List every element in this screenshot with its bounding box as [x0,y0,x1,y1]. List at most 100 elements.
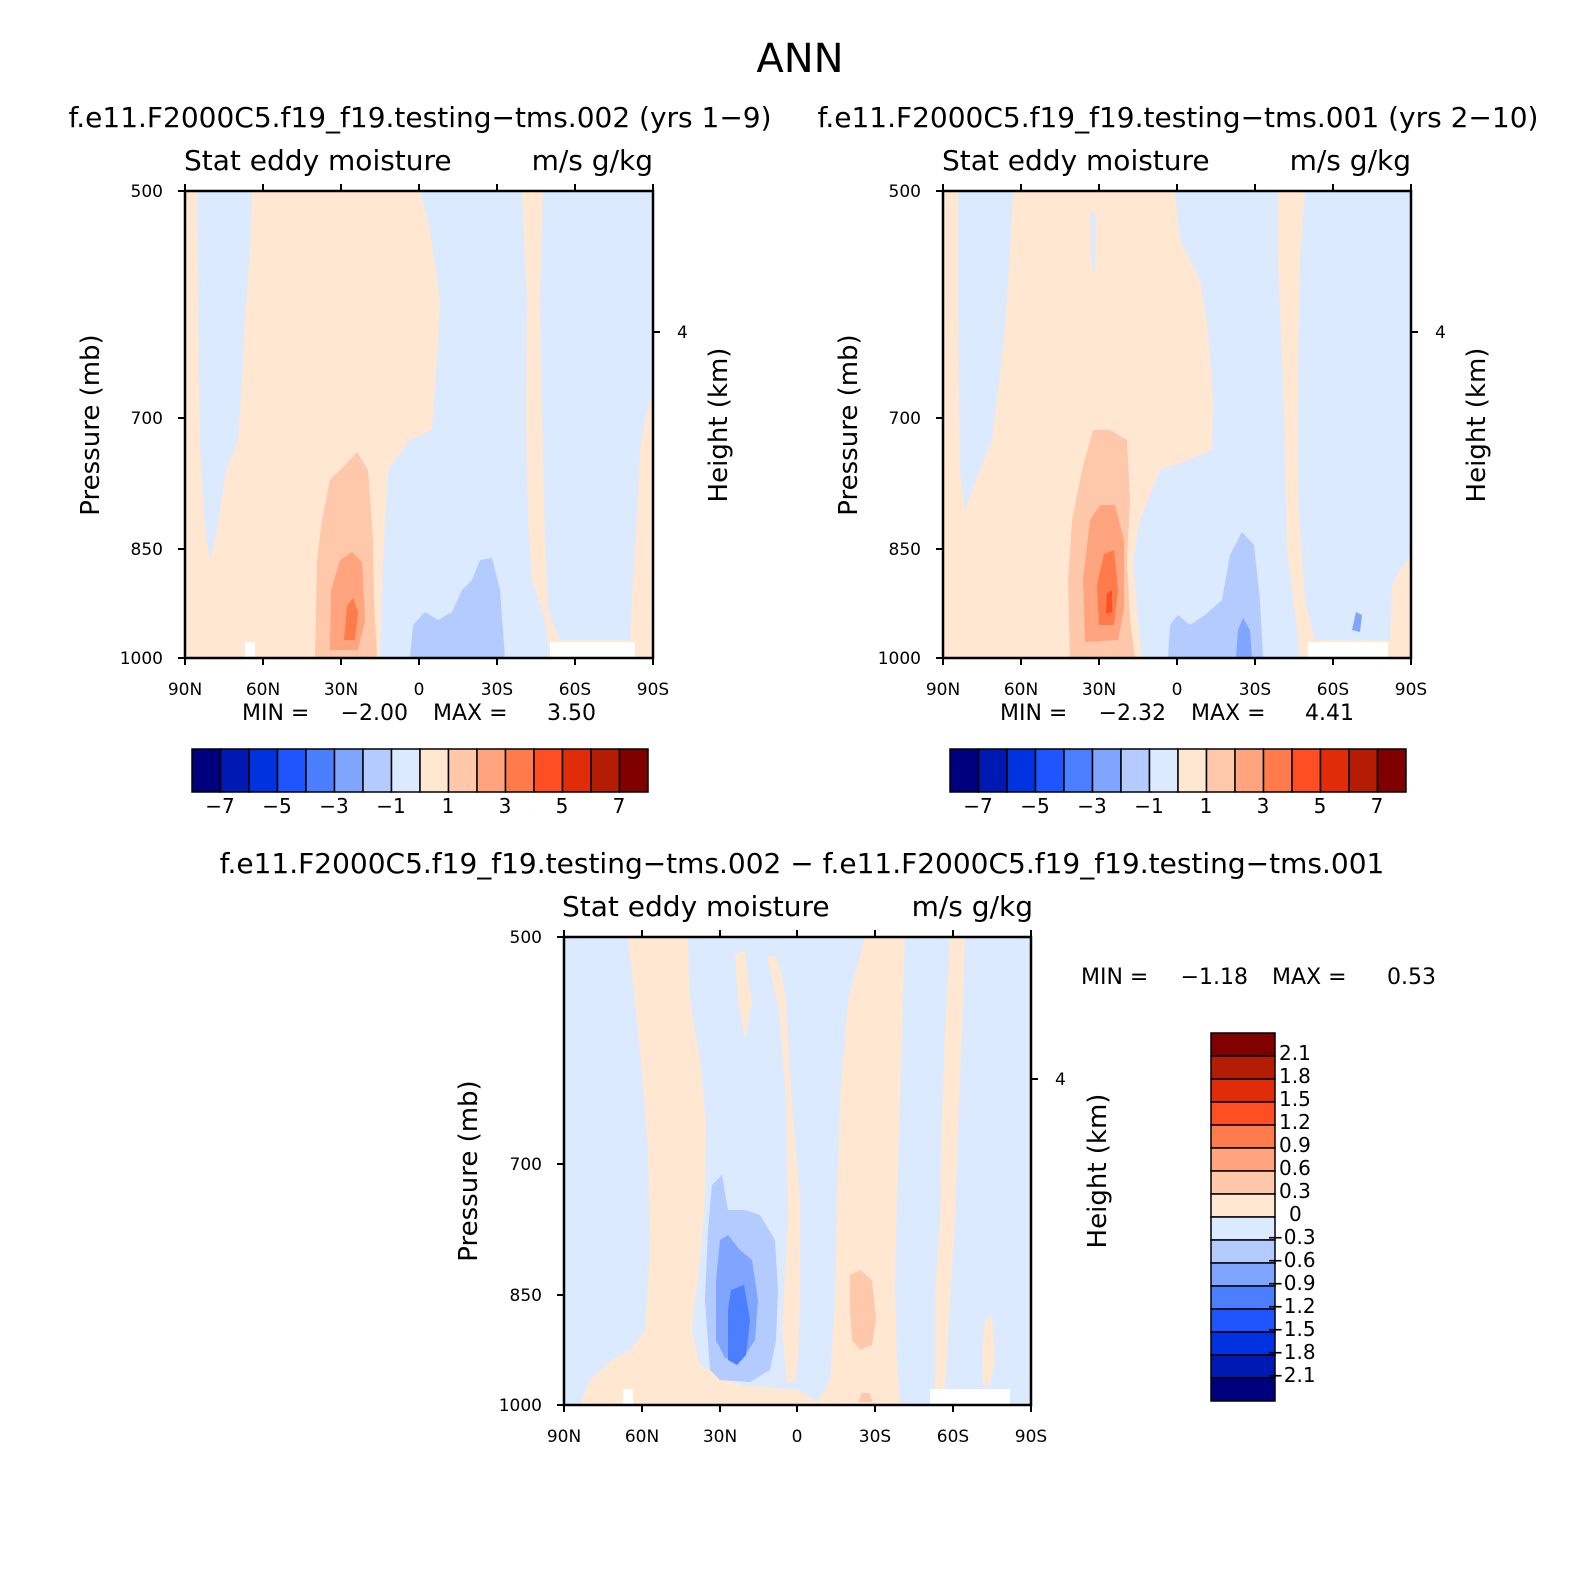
x-tick-label: 60N [625,1427,659,1447]
colorbar-label: 1 [1200,794,1213,818]
colorbar-swatch [1210,1147,1276,1172]
y-axis-label: Pressure (mb) [834,334,864,515]
y-tick-label: 1000 [878,649,921,669]
colorbar-swatch [219,748,250,793]
colorbar-swatch [1210,1193,1276,1218]
x-tick-label: 30S [481,680,513,700]
colorbar-swatch [276,748,307,793]
colorbar-swatch [1034,748,1065,793]
colorbar-swatch [191,748,222,793]
y-tick-label: 850 [889,540,921,560]
colorbar-swatch [305,748,336,793]
colorbar-label: 1.2 [1279,1110,1311,1134]
y-tick-label: 700 [510,1155,542,1175]
contour-fill [1133,191,1300,658]
colorbar-swatch [1120,748,1151,793]
colorbar-label: −1 [376,794,405,818]
colorbar-label: −7 [205,794,234,818]
colorbar-label: 2.1 [1279,1041,1311,1065]
panel-subtitle-right: m/s g/kg [912,890,1033,923]
x-tick-label: 90N [547,1427,581,1447]
y-tick-label: 850 [131,540,163,560]
missing-data [930,1389,1010,1405]
axis-ticks [557,930,1038,1412]
plot-area [178,184,660,665]
contour-fill [958,191,1013,510]
panel-subtitle-left: Stat eddy moisture [562,890,830,923]
colorbar-swatch [618,748,649,793]
x-tick-label: 30N [703,1427,737,1447]
colorbar-label: −1.2 [1267,1294,1316,1318]
x-tick-label: 60N [246,680,280,700]
panel-subtitle-right: m/s g/kg [532,144,653,177]
colorbar [191,748,649,793]
contour-fill [1168,532,1263,658]
colorbar-swatch [476,748,507,793]
min-label: MIN = [1000,701,1067,726]
y-tick-label: 850 [510,1286,542,1306]
colorbar-label: −0.9 [1267,1271,1316,1295]
contour-fill [815,937,905,1405]
colorbar-swatch [949,748,980,793]
colorbar-label: 1.5 [1279,1087,1311,1111]
colorbar-swatch [1210,1101,1276,1126]
colorbar-swatch [248,748,279,793]
contour-fill [410,558,505,658]
max-value: 4.41 [1305,701,1354,726]
missing-data [550,642,635,658]
contour-fill [1097,550,1118,625]
panel-subtitle-left: Stat eddy moisture [942,144,1210,177]
colorbar-label: 0 [1289,1202,1302,1226]
colorbar-swatch [1262,748,1293,793]
colorbar-label: −5 [1020,794,1049,818]
x-tick-label: 0 [792,1427,803,1447]
colorbar-label: 5 [556,794,569,818]
contour-fill [540,191,653,640]
page-title: ANN [756,36,843,82]
colorbar [1210,1032,1276,1402]
colorbar-swatch [1291,748,1322,793]
contour-fill [858,1393,872,1402]
x-tick-label: 60S [937,1427,969,1447]
colorbar-swatch [1376,748,1407,793]
colorbar-label: −2.1 [1267,1363,1316,1387]
y-tick-label: 700 [889,409,921,429]
colorbar-label: −5 [262,794,291,818]
colorbar-label: 0.6 [1279,1156,1311,1180]
contour-fill [982,1315,995,1385]
panel-subtitle-left: Stat eddy moisture [184,144,452,177]
colorbar-swatch [1210,1078,1276,1103]
max-label: MAX = [1191,701,1266,726]
colorbar-swatch [1006,748,1037,793]
x-tick-label: 60S [559,680,591,700]
colorbar-swatch [362,748,393,793]
colorbar-swatch [1210,1170,1276,1195]
x-tick-label: 30S [1239,680,1271,700]
x-tick-label: 30N [1082,680,1116,700]
colorbar-swatch [1210,1377,1276,1402]
panel-subtitle-right: m/s g/kg [1290,144,1411,177]
colorbar-swatch [447,748,478,793]
y-tick-label: 1000 [120,649,163,669]
x-tick-label: 30S [859,1427,891,1447]
colorbar-label: −1.8 [1267,1340,1316,1364]
colorbar-swatch [561,748,592,793]
contour-fill [580,937,820,1405]
colorbar-swatch [533,748,564,793]
contour-fill [935,937,965,1390]
colorbar-swatch [1210,1331,1276,1356]
y2-axis-label: Height (km) [1083,1094,1113,1249]
colorbar-swatch [1234,748,1265,793]
y-tick-label: 500 [510,928,542,948]
colorbar-label: 3 [1257,794,1270,818]
contour-fill [1298,191,1411,640]
colorbar-label: −0.3 [1267,1225,1316,1249]
contour-fill [344,598,358,640]
panel-title: f.e11.F2000C5.f19_f19.testing−tms.002 (y… [68,101,771,134]
y2-tick-label: 4 [1055,1070,1066,1090]
x-tick-label: 60N [1004,680,1038,700]
colorbar-label: 7 [613,794,626,818]
x-tick-label: 30N [324,680,358,700]
panel-2: f.e11.F2000C5.f19_f19.testing−tms.001 (y… [818,101,1539,818]
